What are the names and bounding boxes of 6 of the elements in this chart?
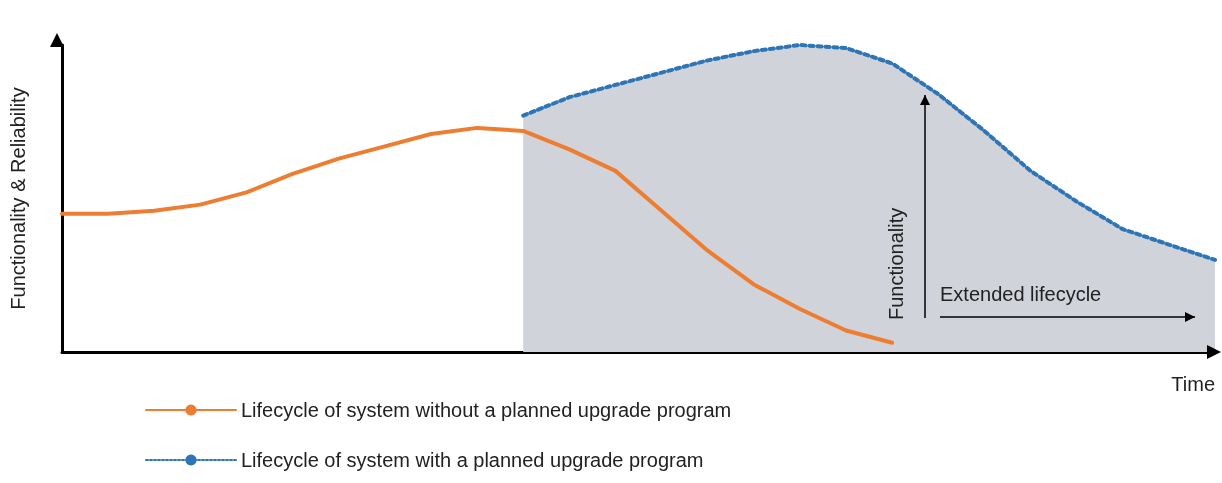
legend-label: Lifecycle of system with a planned upgrade program (241, 449, 704, 471)
y-axis-title: Functionality & Reliability (7, 87, 29, 310)
x-axis-title: Time (1171, 373, 1215, 395)
annotation: Functionality (885, 207, 908, 320)
legend-label: Lifecycle of system without a planned upgrade program (241, 399, 732, 421)
annotation: Extended lifecycle (940, 283, 1102, 306)
